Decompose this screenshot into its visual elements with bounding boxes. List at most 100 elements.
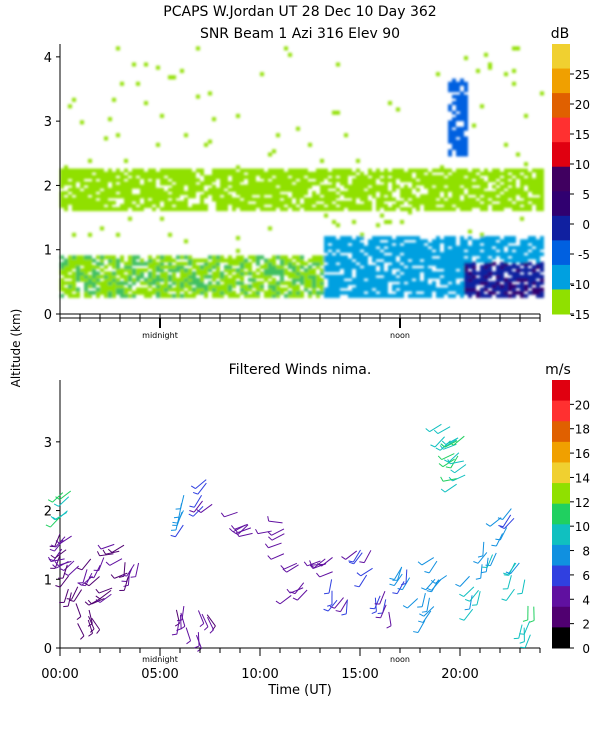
snr-cell [108,117,112,121]
snr-cell [140,288,144,292]
snr-cell [156,66,160,70]
snr-cell [364,294,368,298]
snr-cell [220,284,224,288]
snr-cell [468,271,472,275]
snr-cell [476,175,480,179]
snr-cell [112,271,116,275]
snr-cell [404,236,408,240]
snr-cell [220,198,224,202]
snr-cell [216,255,220,259]
snr-cell [392,284,396,288]
snr-cell [380,178,384,182]
snr-cell [176,278,180,282]
snr-cell [332,191,336,195]
winds-x-tick-label: 10:00 [241,667,278,682]
snr-cell [112,98,116,102]
snr-cell [524,191,528,195]
snr-cell [376,262,380,266]
snr-cell [508,188,512,192]
snr-cell [400,201,404,205]
snr-cell [440,175,444,179]
snr-colorbar-label: 15 [575,128,590,142]
snr-cell [400,220,404,224]
snr-cell [168,75,172,79]
wind-barb [341,551,356,560]
snr-colorbar-unit: dB [551,26,570,42]
snr-cell [376,223,380,227]
snr-cell [300,255,304,259]
winds-x-tick-label: 15:00 [341,667,378,682]
snr-cell [472,181,476,185]
snr-cell [124,181,128,185]
winds-colorbar-swatch [552,607,570,628]
snr-cell [504,252,508,256]
snr-cell [112,255,116,259]
snr-cell [328,252,332,256]
snr-cell [256,275,260,279]
snr-cell [304,198,308,202]
snr-cell [296,284,300,288]
snr-cell [252,271,256,275]
snr-colorbar-swatch [552,69,570,94]
snr-cell [460,201,464,205]
snr-cell [432,239,436,243]
snr-cell [404,172,408,176]
snr-cell [464,82,468,86]
snr-cell [468,236,472,240]
snr-cell [84,188,88,192]
snr-cell [520,175,524,179]
snr-cell [236,165,240,169]
snr-cell [456,82,460,86]
snr-cell [496,265,500,269]
snr-cell [100,275,104,279]
snr-cell [76,288,80,292]
snr-cell [492,191,496,195]
snr-cell [280,288,284,292]
snr-colorbar-swatch [552,265,570,290]
wind-barb [108,545,124,552]
snr-cell [72,98,76,102]
snr-cell [336,63,340,67]
snr-cell [172,207,176,211]
snr-cell [476,259,480,263]
snr-cell [288,178,292,182]
winds-colorbar-label: 12 [575,496,590,510]
snr-colorbar-swatch [552,118,570,143]
snr-cell [364,191,368,195]
snr-cell [340,291,344,295]
snr-cell [136,268,140,272]
snr-cell [440,278,444,282]
snr-colorbar-swatch [552,191,570,216]
snr-cell [396,108,400,112]
snr-cell [132,268,136,272]
snr-cell [396,262,400,266]
snr-cell [124,159,128,163]
snr-colorbar-label: 5 [582,188,590,202]
snr-cell [392,169,396,173]
snr-cell [136,194,140,198]
snr-cell [368,169,372,173]
snr-colorbar-swatch [552,289,570,314]
snr-cell [148,255,152,259]
snr-cell [348,259,352,263]
snr-cell [372,236,376,240]
snr-cell [352,220,356,224]
snr-cell [220,271,224,275]
wind-barb [59,589,68,602]
snr-cell [256,255,260,259]
snr-cell [204,191,208,195]
snr-cell [508,175,512,179]
snr-cell [336,111,340,115]
snr-cell [312,172,316,176]
snr-cell [432,188,436,192]
snr-cell [428,243,432,247]
snr-cell [352,172,356,176]
snr-cell [240,185,244,189]
snr-cell [284,46,288,50]
snr-cell [232,291,236,295]
snr-cell [164,265,168,269]
winds-colorbar-label: 18 [575,423,590,437]
snr-cell [380,278,384,282]
snr-cell [444,169,448,173]
snr-y-tick-label: 4 [44,51,52,66]
